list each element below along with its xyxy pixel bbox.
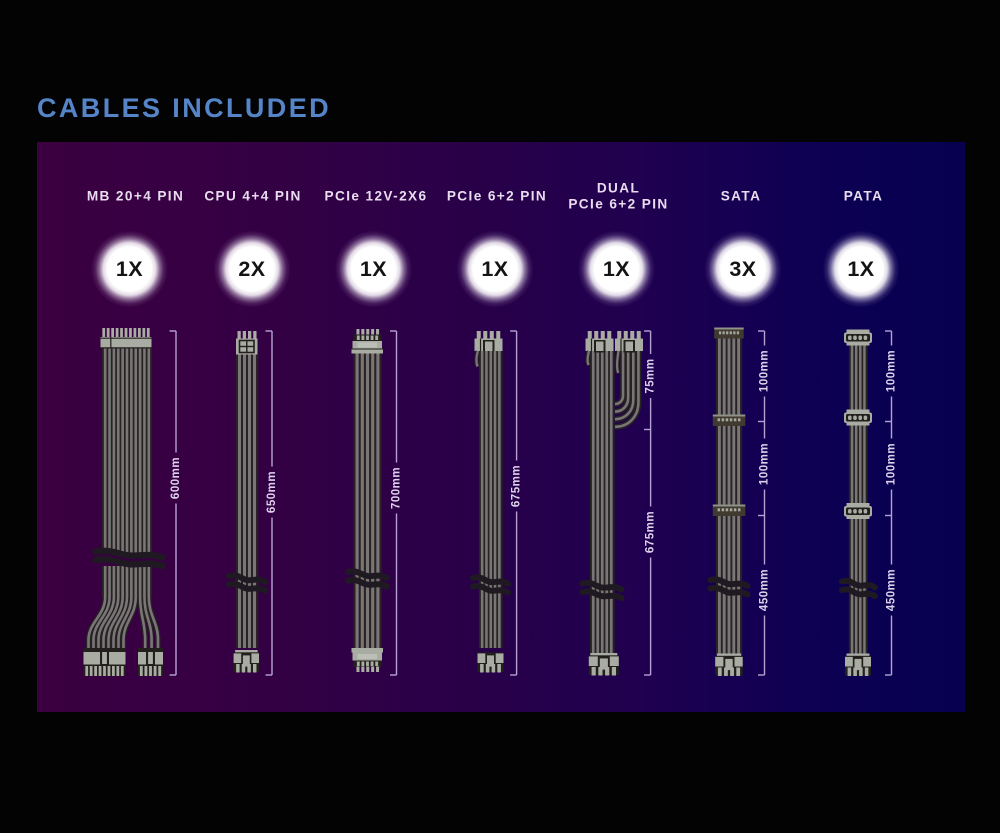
svg-text:600mm: 600mm bbox=[170, 457, 182, 499]
svg-text:1X: 1X bbox=[481, 257, 508, 281]
svg-text:450mm: 450mm bbox=[886, 569, 898, 611]
svg-text:100mm: 100mm bbox=[886, 350, 898, 392]
svg-text:1X: 1X bbox=[360, 257, 387, 281]
svg-text:75mm: 75mm bbox=[645, 358, 657, 393]
svg-text:DUAL: DUAL bbox=[597, 181, 640, 196]
svg-text:2X: 2X bbox=[238, 257, 265, 281]
svg-text:CPU 4+4 PIN: CPU 4+4 PIN bbox=[204, 189, 301, 204]
svg-text:1X: 1X bbox=[116, 257, 143, 281]
svg-text:PCIe 6+2 PIN: PCIe 6+2 PIN bbox=[568, 197, 668, 212]
svg-text:100mm: 100mm bbox=[759, 350, 771, 392]
svg-text:700mm: 700mm bbox=[391, 467, 403, 509]
svg-text:450mm: 450mm bbox=[759, 569, 771, 611]
svg-text:675mm: 675mm bbox=[645, 511, 657, 553]
svg-text:100mm: 100mm bbox=[886, 443, 898, 485]
svg-text:675mm: 675mm bbox=[511, 465, 523, 507]
svg-text:1X: 1X bbox=[847, 257, 874, 281]
svg-text:1X: 1X bbox=[603, 257, 630, 281]
svg-text:MB 20+4 PIN: MB 20+4 PIN bbox=[87, 189, 184, 204]
svg-text:PCIe 6+2 PIN: PCIe 6+2 PIN bbox=[447, 189, 547, 204]
svg-text:PCIe 12V-2X6: PCIe 12V-2X6 bbox=[325, 189, 428, 204]
svg-text:100mm: 100mm bbox=[759, 443, 771, 485]
svg-text:3X: 3X bbox=[729, 257, 756, 281]
svg-text:PATA: PATA bbox=[844, 189, 884, 204]
svg-text:650mm: 650mm bbox=[266, 471, 278, 513]
svg-text:SATA: SATA bbox=[721, 189, 762, 204]
